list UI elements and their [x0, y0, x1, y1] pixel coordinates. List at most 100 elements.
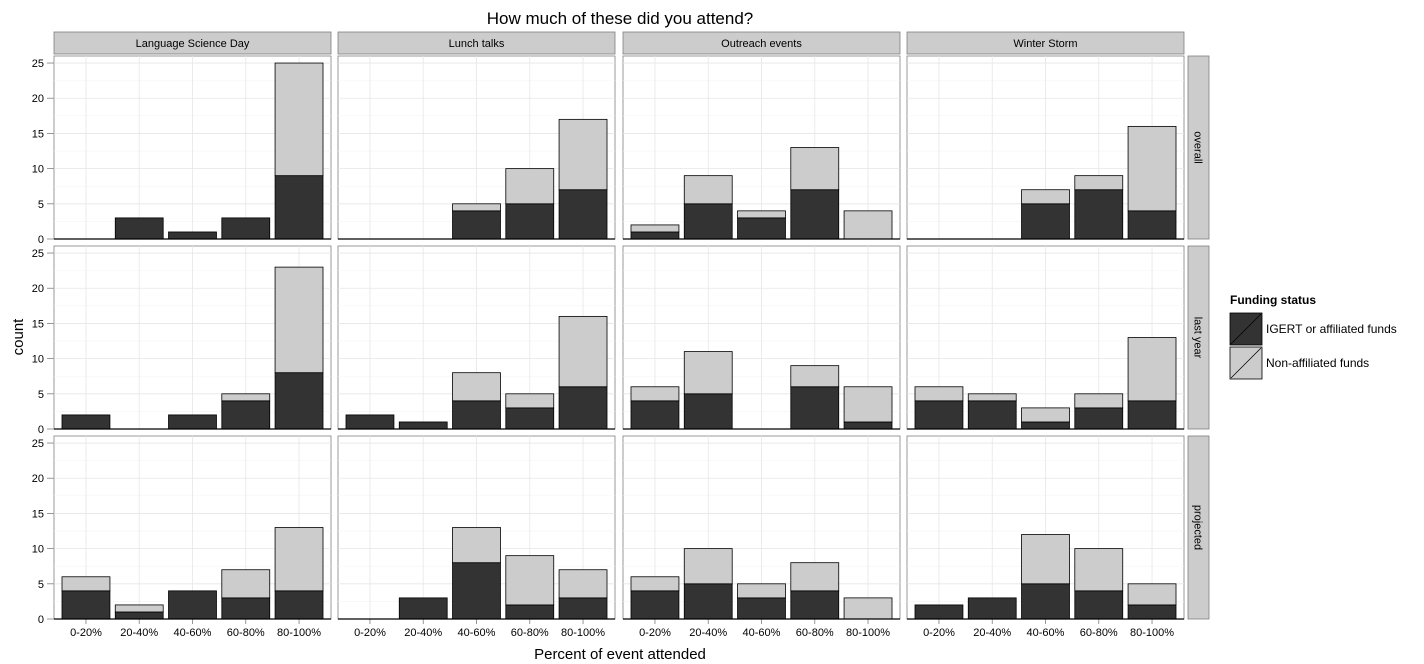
bar-non-affiliated — [630, 224, 680, 233]
bar-affiliated — [914, 400, 964, 430]
y-tick-label: 25 — [32, 58, 44, 70]
bar-non-affiliated — [1021, 189, 1070, 205]
x-tick-label: 60-80% — [511, 627, 549, 639]
legend-entry-affiliated: IGERT or affiliated funds — [1229, 312, 1397, 346]
legend: Funding status IGERT or affiliated funds… — [1229, 293, 1397, 380]
y-tick-label: 10 — [32, 164, 44, 176]
bar-non-affiliated — [221, 393, 271, 402]
bar-non-affiliated — [221, 569, 271, 599]
y-tick-label: 15 — [32, 318, 44, 330]
bar-non-affiliated — [452, 203, 501, 212]
bar-non-affiliated — [505, 393, 555, 409]
bar-non-affiliated — [843, 210, 893, 240]
bar-non-affiliated — [505, 168, 555, 205]
bar-affiliated — [630, 231, 680, 240]
bar-non-affiliated — [1021, 534, 1070, 585]
bar-non-affiliated — [683, 351, 733, 395]
bar-affiliated — [114, 217, 164, 240]
x-tick-label: 60-80% — [1080, 627, 1118, 639]
facet-strip-column — [53, 31, 332, 55]
y-tick-label: 0 — [38, 614, 44, 626]
bar-non-affiliated — [1074, 175, 1124, 191]
facet-strip-row-label: overall — [1192, 131, 1204, 163]
bar-affiliated — [505, 407, 555, 430]
bar-non-affiliated — [790, 147, 840, 191]
facet-strip-row — [1187, 245, 1210, 430]
x-tick-label: 20-40% — [689, 627, 727, 639]
bar-non-affiliated — [1127, 337, 1177, 402]
bar-affiliated — [737, 217, 786, 240]
y-tick-label: 0 — [38, 234, 44, 246]
facet-panel — [622, 435, 901, 620]
chart-title: How much of these did you attend? — [487, 9, 754, 28]
bar-affiliated — [168, 231, 217, 240]
bar-affiliated — [505, 604, 555, 620]
facet-strip-row — [1187, 435, 1210, 620]
legend-label-affiliated: IGERT or affiliated funds — [1266, 322, 1397, 336]
bar-affiliated — [398, 597, 448, 620]
legend-label-non-affiliated: Non-affiliated funds — [1266, 356, 1369, 370]
facet-strip-row-label: last year — [1192, 317, 1204, 359]
bar-affiliated — [1021, 421, 1070, 430]
bar-affiliated — [790, 386, 840, 430]
bar-affiliated — [452, 400, 501, 430]
facet-panels: Language Science Day Lunch talks Outreach … — [32, 31, 1210, 639]
facet-panel — [53, 245, 332, 430]
x-tick-label: 60-80% — [227, 627, 265, 639]
x-tick-label: 20-40% — [973, 627, 1011, 639]
x-tick-label: 80-100% — [277, 627, 321, 639]
facet-panel — [906, 55, 1185, 240]
bar-affiliated — [630, 400, 680, 430]
legend-swatch-slash — [1230, 347, 1262, 379]
facet-strip-column-label: Lunch talks — [449, 38, 505, 50]
bar-affiliated — [1127, 400, 1177, 430]
bar-affiliated — [558, 597, 608, 620]
x-tick-label: 0-20% — [639, 627, 671, 639]
bar-affiliated — [790, 590, 840, 620]
y-tick-label: 10 — [32, 354, 44, 366]
bar-affiliated — [558, 386, 608, 430]
bar-affiliated — [452, 562, 501, 620]
y-axis-label: count — [10, 318, 27, 356]
facet-strip-column — [337, 31, 616, 55]
bar-affiliated — [221, 400, 271, 430]
bar-non-affiliated — [843, 597, 893, 620]
bar-affiliated — [1127, 210, 1177, 240]
bar-affiliated — [505, 203, 555, 240]
bar-affiliated — [274, 590, 324, 620]
bar-non-affiliated — [843, 386, 893, 423]
facet-strip-column-label: Outreach events — [721, 38, 802, 50]
bar-affiliated — [274, 372, 324, 430]
x-tick-label: 40-60% — [743, 627, 781, 639]
x-tick-label: 80-100% — [1130, 627, 1174, 639]
bar-affiliated — [274, 175, 324, 240]
bar-affiliated — [114, 611, 164, 620]
bar-non-affiliated — [737, 583, 786, 599]
x-tick-label: 20-40% — [120, 627, 158, 639]
bar-non-affiliated — [1127, 583, 1177, 606]
bar-affiliated — [683, 393, 733, 430]
facet-panel — [337, 245, 616, 430]
y-tick-label: 5 — [38, 199, 44, 211]
facet-panel — [906, 435, 1185, 620]
bar-affiliated — [1021, 203, 1070, 240]
x-tick-label: 60-80% — [796, 627, 834, 639]
bar-affiliated — [221, 597, 271, 620]
bar-affiliated — [683, 203, 733, 240]
bar-affiliated — [1127, 604, 1177, 620]
bar-affiliated — [1074, 407, 1124, 430]
bar-affiliated — [630, 590, 680, 620]
bar-affiliated — [790, 189, 840, 240]
bar-non-affiliated — [558, 118, 608, 191]
bar-non-affiliated — [274, 527, 324, 592]
y-tick-label: 5 — [38, 579, 44, 591]
bar-non-affiliated — [558, 315, 608, 388]
y-tick-label: 25 — [32, 248, 44, 260]
x-tick-label: 80-100% — [561, 627, 605, 639]
bar-affiliated — [967, 597, 1017, 620]
bar-affiliated — [737, 597, 786, 620]
bar-non-affiliated — [967, 393, 1017, 402]
x-tick-label: 80-100% — [846, 627, 890, 639]
facet-panel — [622, 55, 901, 240]
bar-non-affiliated — [630, 576, 680, 592]
